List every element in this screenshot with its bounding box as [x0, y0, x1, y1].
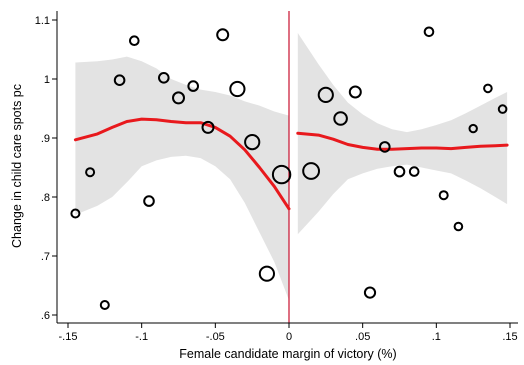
data-point: [483, 83, 493, 94]
confidence-band-right: [297, 33, 508, 235]
data-point: [99, 300, 110, 310]
data-point: [244, 134, 261, 151]
axes: -.15 -.1 -.05 0 .05 .1 .15 .6 .7 .8 .9 1 1.1: [35, 11, 518, 343]
y-tick-label: .6: [41, 310, 50, 322]
fit-line-right: [296, 131, 509, 151]
data-point: [348, 85, 362, 99]
x-tick-label: .15: [502, 331, 517, 343]
fit-line-left: [73, 117, 291, 211]
data-point: [143, 195, 155, 207]
x-axis-title: Female candidate margin of victory (%): [179, 347, 396, 361]
x-tick-label: -.15: [59, 331, 78, 343]
x-tick-label: -.1: [135, 331, 148, 343]
y-axis-title: Change in child care spots pc: [10, 84, 24, 248]
data-point: [379, 141, 391, 153]
y-tick-label: .8: [41, 192, 50, 204]
scatter-points: [70, 26, 508, 310]
data-point: [216, 28, 230, 42]
data-point: [85, 167, 96, 178]
x-tick-label: .1: [432, 331, 441, 343]
confidence-bands: [75, 33, 508, 301]
data-point: [187, 80, 199, 92]
data-point: [302, 162, 321, 180]
data-point: [497, 104, 508, 114]
data-point: [172, 91, 185, 105]
data-point: [453, 221, 464, 232]
x-tick-label: -.05: [206, 331, 225, 343]
x-tick-label: .05: [355, 331, 370, 343]
data-point: [317, 86, 334, 104]
data-point: [113, 74, 126, 86]
data-point: [129, 35, 140, 47]
data-point: [408, 166, 420, 177]
confidence-band-left: [75, 56, 290, 301]
data-point: [393, 165, 406, 178]
data-point: [271, 164, 292, 185]
y-tick-label: .7: [41, 251, 50, 263]
fit-lines: [73, 117, 509, 211]
data-point: [363, 286, 377, 299]
y-tick-label: .9: [41, 133, 50, 145]
x-tick-label: 0: [286, 331, 292, 343]
data-point: [229, 80, 246, 98]
y-tick-label: 1.1: [35, 15, 50, 27]
data-point: [438, 190, 449, 201]
data-point: [201, 120, 215, 134]
data-point: [333, 111, 348, 126]
data-point: [423, 26, 435, 38]
y-tick-label: 1: [44, 74, 50, 86]
data-point: [70, 208, 81, 219]
data-point: [468, 123, 478, 134]
data-point: [258, 265, 275, 282]
data-point: [158, 72, 170, 84]
